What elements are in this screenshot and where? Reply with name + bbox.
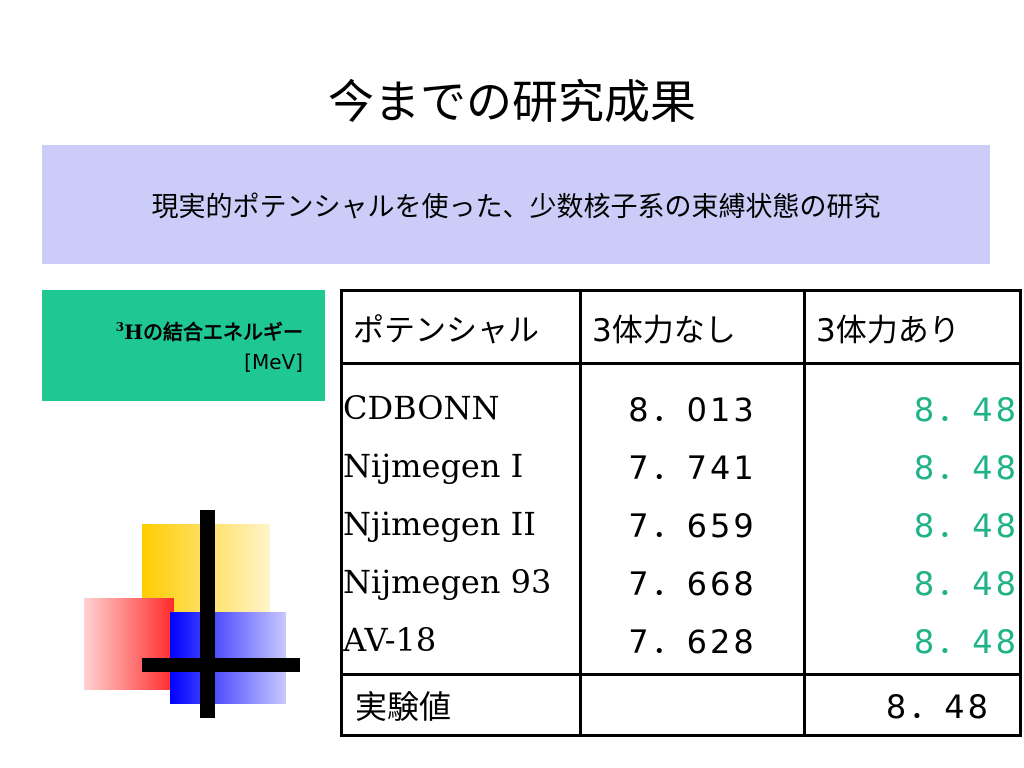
potential-name: Nijmegen I	[341, 437, 582, 495]
value-without-3body: 7．659	[580, 495, 806, 553]
nucleus-symbol: H	[124, 320, 143, 344]
vertical-bar	[200, 510, 215, 718]
value-without-3body: 7．668	[580, 553, 806, 611]
horizontal-bar	[142, 658, 300, 672]
table-row: Nijmegen 93 7．668 8．48	[341, 553, 1021, 611]
label-text: の結合エネルギー	[143, 320, 303, 344]
header-without-3body: 3体力なし	[580, 290, 806, 365]
table-row: AV-18 7．628 8．48	[341, 611, 1021, 675]
decorative-squares-graphic	[84, 510, 300, 718]
value-without-3body: 8．013	[580, 363, 806, 437]
potential-name: Nijmegen 93	[341, 553, 582, 611]
experiment-row: 実験値 8．48	[341, 673, 1021, 736]
value-with-3body: 8．48	[913, 565, 1019, 603]
subtitle-text: 現実的ポテンシャルを使った、少数核子系の束縛状態の研究	[151, 192, 881, 223]
experiment-value: 8．48	[804, 673, 1021, 736]
value-with-3body: 8．48	[913, 623, 1019, 661]
potential-name: AV-18	[341, 611, 582, 675]
header-with-3body: 3体力あり	[804, 290, 1021, 365]
table-row: Njimegen II 7．659 8．48	[341, 495, 1021, 553]
binding-energy-table: ポテンシャル 3体力なし 3体力あり CDBONN 8．013 8．48 Nij…	[340, 289, 1022, 737]
subtitle-box: 現実的ポテンシャルを使った、少数核子系の束縛状態の研究	[42, 145, 990, 264]
header-potential: ポテンシャル	[341, 290, 582, 365]
experiment-without-3body	[580, 673, 806, 736]
value-with-3body: 8．48	[913, 391, 1019, 429]
red-square	[84, 598, 174, 690]
table-row: CDBONN 8．013 8．48	[341, 363, 1021, 437]
mass-number: 3	[115, 320, 125, 334]
experiment-label: 実験値	[341, 673, 582, 736]
potential-name: Njimegen II	[341, 495, 582, 553]
unit-label: [MeV]	[244, 350, 303, 374]
value-with-3body: 8．48	[913, 449, 1019, 487]
slide-title: 今までの研究成果	[328, 75, 696, 129]
value-with-3body: 8．48	[913, 507, 1019, 545]
value-without-3body: 7．741	[580, 437, 806, 495]
potential-name: CDBONN	[341, 363, 582, 437]
value-without-3body: 7．628	[580, 611, 806, 675]
table-row: Nijmegen I 7．741 8．48	[341, 437, 1021, 495]
binding-energy-label: 3Hの結合エネルギー [MeV]	[42, 290, 325, 401]
